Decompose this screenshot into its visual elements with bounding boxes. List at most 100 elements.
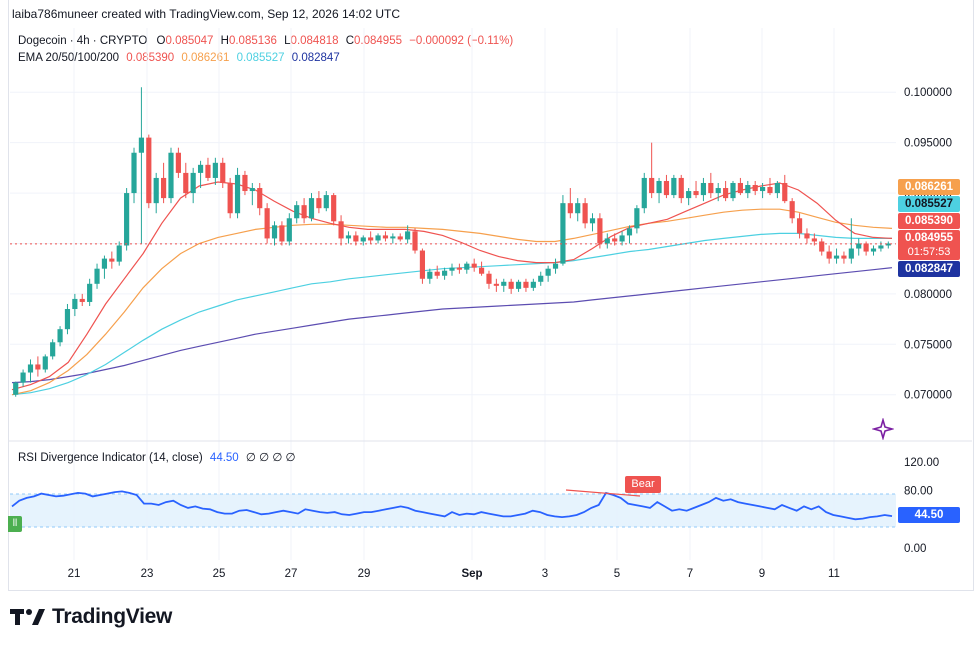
candle-body: [197, 164, 204, 173]
chart-frame: [8, 0, 974, 591]
candle-body: [508, 281, 514, 289]
time-tick-label: 7: [687, 568, 693, 580]
ema200-price-label: 0.082847: [898, 261, 960, 277]
change-value: −0.000092 (−0.11%): [409, 35, 514, 47]
ema-lines: [11, 181, 893, 396]
candle-body: [175, 152, 181, 173]
candle-body: [419, 250, 426, 279]
candle-body: [715, 188, 721, 194]
candle-body: [730, 182, 736, 199]
candle-body: [331, 195, 337, 222]
candles: [13, 87, 891, 397]
candle-body: [478, 267, 485, 274]
candle-body: [626, 228, 633, 236]
candle-body: [390, 236, 396, 239]
rsi-legend: RSI Divergence Indicator (14, close) 44.…: [18, 450, 296, 464]
candle-body: [523, 281, 529, 288]
candle-body: [767, 187, 773, 194]
candle-body: [604, 238, 610, 244]
candle-body: [870, 248, 877, 252]
ema-legend: EMA 20/50/100/200 0.085390 0.086261 0.08…: [18, 52, 340, 64]
candle-body: [249, 188, 255, 192]
candle-body: [567, 203, 573, 214]
candle-body: [841, 255, 847, 259]
open-value: 0.085047: [165, 35, 214, 47]
time-tick-label: 9: [759, 568, 765, 580]
candle-body: [656, 180, 662, 194]
candle-body: [456, 267, 462, 270]
candle-body: [397, 236, 403, 240]
candle-body: [493, 283, 499, 286]
candle-body: [589, 218, 596, 224]
price-tick-label: 0.080000: [904, 289, 952, 301]
candle-body: [833, 255, 840, 259]
ema50-line: [11, 208, 893, 396]
ema20-value: 0.085390: [126, 52, 175, 64]
candle-body: [804, 233, 810, 239]
ema100-value: 0.085527: [236, 52, 285, 64]
candle-body: [212, 162, 218, 178]
symbol-title[interactable]: Dogecoin · 4h · CRYPTO: [18, 35, 148, 47]
x-axis-ticks: 21 23 25 27 29 Sep 3 5 7 9 11: [68, 568, 840, 580]
candle-body: [752, 185, 758, 192]
close-label: C: [345, 35, 355, 47]
time-tick-label: 11: [828, 568, 840, 580]
candle-body: [530, 281, 536, 288]
candle-body: [663, 180, 670, 196]
candle-body: [619, 235, 625, 242]
rsi-tick-label: 0.00: [904, 543, 926, 555]
price-tick-label: 0.095000: [904, 138, 952, 150]
candle-body: [782, 182, 788, 202]
ema200-value: 0.082847: [291, 52, 340, 64]
candle-body: [885, 243, 891, 246]
candle-body: [471, 263, 477, 268]
rsi-tick-label: 80.00: [904, 486, 933, 498]
candle-body: [789, 201, 795, 219]
candle-body: [434, 271, 440, 276]
candle-body: [301, 205, 307, 219]
candle-body: [161, 177, 167, 199]
rsi-band: [10, 494, 896, 527]
sparkle-icon[interactable]: [871, 417, 895, 441]
time-tick-label: 5: [614, 568, 620, 580]
rsi-title[interactable]: RSI Divergence Indicator (14, close): [18, 452, 203, 464]
candle-body: [486, 273, 492, 284]
candle-body: [856, 243, 862, 249]
candle-body: [308, 198, 315, 219]
candle-body: [745, 185, 751, 194]
candle-body: [678, 177, 684, 199]
candle-body: [826, 251, 832, 259]
tradingview-logo[interactable]: TradingView: [10, 605, 172, 629]
ema-title[interactable]: EMA 20/50/100/200: [18, 52, 120, 64]
candle-body: [560, 203, 566, 264]
candle-body: [760, 187, 766, 192]
candle-body: [242, 174, 248, 192]
candle-body: [234, 174, 241, 214]
rsi-value-label: 44.50: [898, 507, 960, 523]
candle-body: [737, 182, 743, 194]
candle-body: [464, 263, 470, 270]
candle-body: [94, 268, 100, 284]
candle-body: [597, 218, 603, 244]
candle-body: [368, 237, 374, 241]
candle-body: [338, 221, 344, 239]
candle-body: [35, 364, 41, 370]
price-tick-label: 0.100000: [904, 87, 952, 99]
time-tick-label: Sep: [461, 568, 482, 580]
ema100-price-label: 0.085527: [898, 196, 960, 212]
rsi-value: 44.50: [209, 452, 239, 464]
candle-body: [449, 267, 455, 271]
close-price-label: 0.084955 01:57:53: [898, 230, 960, 260]
candle-body: [723, 188, 729, 199]
candle-body: [183, 172, 189, 194]
candle-body: [878, 245, 884, 249]
candle-body: [279, 225, 285, 242]
symbol-legend: Dogecoin · 4h · CRYPTO O0.085047 H0.0851…: [18, 35, 513, 47]
rsi-extras: ∅ ∅ ∅ ∅: [245, 452, 296, 464]
candle-body: [405, 231, 411, 240]
high-label: H: [220, 35, 229, 47]
close-price-value: 0.084955: [905, 232, 953, 244]
candle-body: [811, 238, 817, 242]
candle-body: [700, 182, 707, 196]
